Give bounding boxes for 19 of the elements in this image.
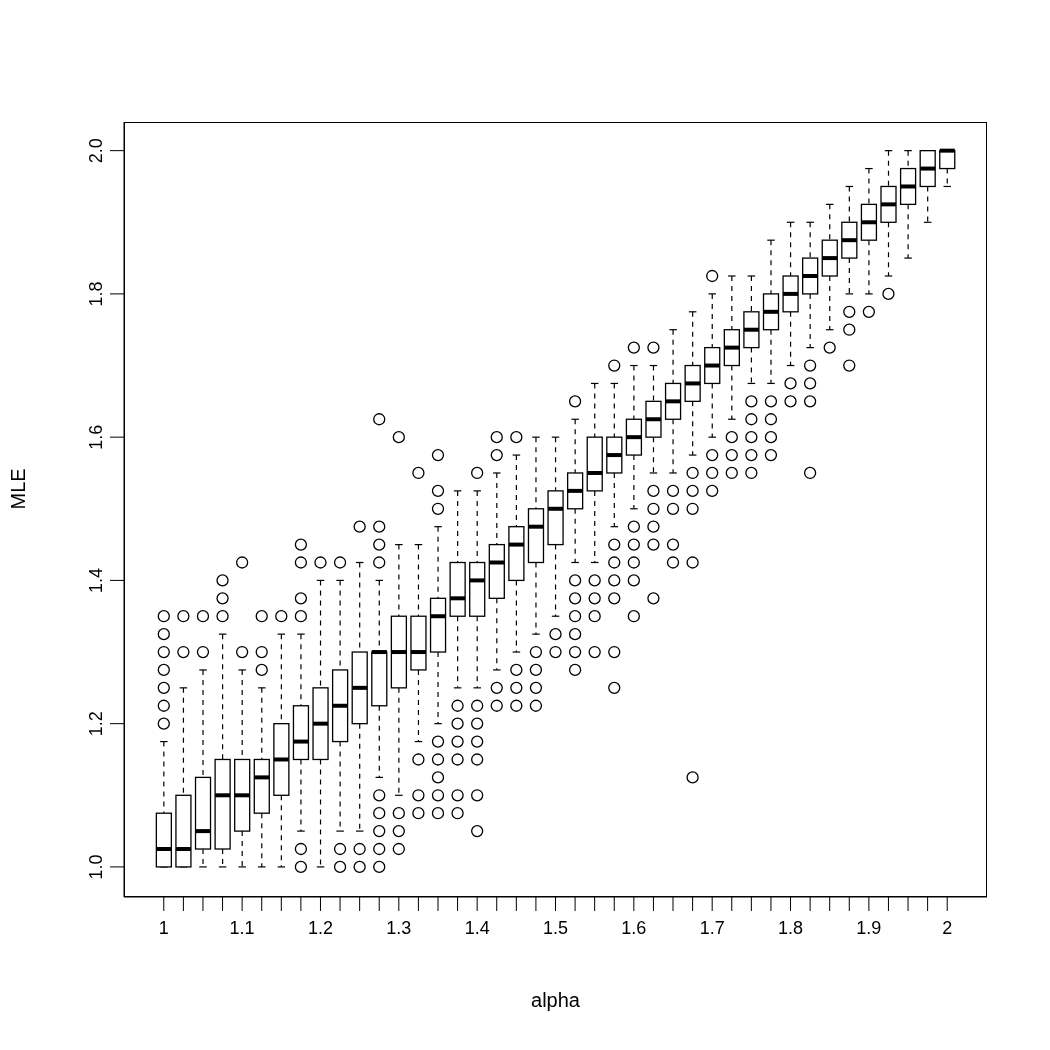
y-axis-title: MLE xyxy=(7,468,30,510)
y-tick-label: 1.0 xyxy=(86,854,106,880)
x-tick-label: 2 xyxy=(942,917,953,938)
x-tick-label: 1.4 xyxy=(464,917,490,938)
x-tick-label: 1.7 xyxy=(699,917,725,938)
x-tick-label: 1.9 xyxy=(856,917,882,938)
y-tick-label: 1.8 xyxy=(86,281,106,307)
x-tick-label: 1 xyxy=(158,917,169,938)
x-tick-label: 1.8 xyxy=(778,917,804,938)
x-axis-title: alpha xyxy=(531,989,581,1011)
x-tick-label: 1.3 xyxy=(386,917,412,938)
x-tick-label: 1.2 xyxy=(307,917,333,938)
y-tick-label: 2.0 xyxy=(86,138,106,164)
y-tick-label: 1.4 xyxy=(86,567,106,593)
y-tick-label: 1.6 xyxy=(86,424,106,450)
x-tick-label: 1.5 xyxy=(542,917,569,938)
x-tick-label: 1.6 xyxy=(621,917,647,938)
x-tick-label: 1.1 xyxy=(229,917,255,938)
y-tick-label: 1.2 xyxy=(86,711,106,737)
